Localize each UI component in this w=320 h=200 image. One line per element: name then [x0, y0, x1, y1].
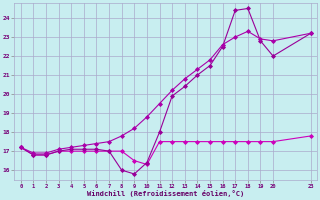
- X-axis label: Windchill (Refroidissement éolien,°C): Windchill (Refroidissement éolien,°C): [87, 190, 244, 197]
